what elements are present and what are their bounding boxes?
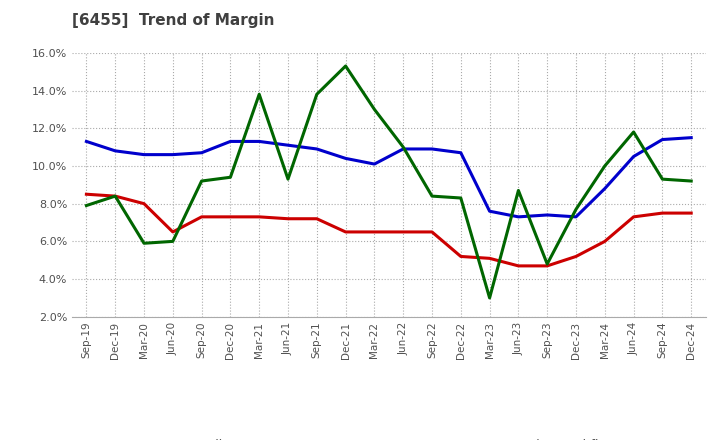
Net Income — [197, 214, 206, 220]
Operating Cashflow — [658, 176, 667, 182]
Net Income — [428, 229, 436, 235]
Net Income — [572, 254, 580, 259]
Operating Cashflow — [140, 241, 148, 246]
Ordinary Income — [255, 139, 264, 144]
Ordinary Income — [284, 143, 292, 148]
Operating Cashflow — [456, 195, 465, 201]
Ordinary Income — [140, 152, 148, 157]
Ordinary Income — [370, 161, 379, 167]
Operating Cashflow — [370, 107, 379, 112]
Net Income — [284, 216, 292, 221]
Operating Cashflow — [168, 239, 177, 244]
Operating Cashflow — [629, 129, 638, 135]
Net Income — [600, 239, 609, 244]
Operating Cashflow — [284, 176, 292, 182]
Operating Cashflow — [255, 92, 264, 97]
Operating Cashflow — [312, 92, 321, 97]
Ordinary Income — [428, 147, 436, 152]
Operating Cashflow — [428, 194, 436, 199]
Net Income — [485, 256, 494, 261]
Net Income — [629, 214, 638, 220]
Ordinary Income — [658, 137, 667, 142]
Operating Cashflow — [111, 194, 120, 199]
Net Income — [255, 214, 264, 220]
Ordinary Income — [197, 150, 206, 155]
Legend: Ordinary Income, Net Income, Operating Cashflow: Ordinary Income, Net Income, Operating C… — [156, 434, 621, 440]
Net Income — [111, 194, 120, 199]
Net Income — [140, 201, 148, 206]
Net Income — [370, 229, 379, 235]
Ordinary Income — [168, 152, 177, 157]
Line: Ordinary Income: Ordinary Income — [86, 138, 691, 217]
Ordinary Income — [485, 209, 494, 214]
Operating Cashflow — [687, 178, 696, 183]
Ordinary Income — [111, 148, 120, 154]
Net Income — [658, 210, 667, 216]
Operating Cashflow — [514, 188, 523, 193]
Operating Cashflow — [226, 175, 235, 180]
Operating Cashflow — [197, 178, 206, 183]
Net Income — [168, 229, 177, 235]
Net Income — [456, 254, 465, 259]
Ordinary Income — [600, 186, 609, 191]
Ordinary Income — [226, 139, 235, 144]
Text: [6455]  Trend of Margin: [6455] Trend of Margin — [72, 13, 274, 28]
Ordinary Income — [543, 213, 552, 218]
Net Income — [82, 191, 91, 197]
Operating Cashflow — [543, 261, 552, 267]
Ordinary Income — [629, 154, 638, 159]
Ordinary Income — [514, 214, 523, 220]
Operating Cashflow — [341, 63, 350, 69]
Operating Cashflow — [82, 203, 91, 208]
Net Income — [312, 216, 321, 221]
Net Income — [399, 229, 408, 235]
Operating Cashflow — [485, 295, 494, 301]
Operating Cashflow — [399, 144, 408, 150]
Operating Cashflow — [572, 207, 580, 212]
Ordinary Income — [572, 214, 580, 220]
Net Income — [687, 210, 696, 216]
Net Income — [341, 229, 350, 235]
Line: Operating Cashflow: Operating Cashflow — [86, 66, 691, 298]
Net Income — [226, 214, 235, 220]
Net Income — [543, 263, 552, 268]
Ordinary Income — [456, 150, 465, 155]
Operating Cashflow — [600, 163, 609, 169]
Ordinary Income — [341, 156, 350, 161]
Ordinary Income — [312, 147, 321, 152]
Ordinary Income — [399, 147, 408, 152]
Net Income — [514, 263, 523, 268]
Line: Net Income: Net Income — [86, 194, 691, 266]
Ordinary Income — [687, 135, 696, 140]
Ordinary Income — [82, 139, 91, 144]
